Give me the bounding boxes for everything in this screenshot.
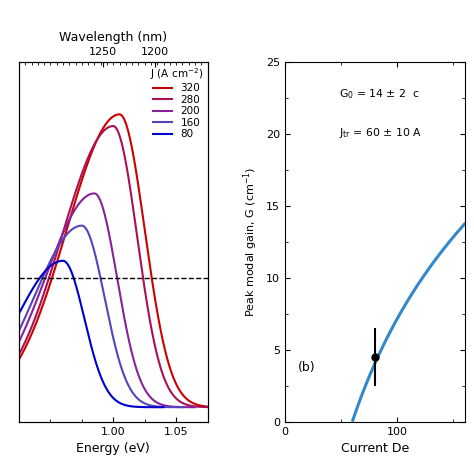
X-axis label: Energy (eV): Energy (eV) [76, 442, 150, 455]
Y-axis label: Peak modal gain, G (cm$^{-1}$): Peak modal gain, G (cm$^{-1}$) [242, 166, 260, 317]
Text: G$_0$ = 14 $\pm$ 2  c: G$_0$ = 14 $\pm$ 2 c [339, 87, 419, 100]
Text: (b): (b) [298, 362, 315, 374]
Legend: 320, 280, 200, 160, 80: 320, 280, 200, 160, 80 [147, 63, 207, 143]
X-axis label: Current De: Current De [341, 442, 409, 455]
X-axis label: Wavelength (nm): Wavelength (nm) [59, 31, 167, 44]
Text: J$_{\rm tr}$ = 60 $\pm$ 10 A: J$_{\rm tr}$ = 60 $\pm$ 10 A [339, 127, 421, 140]
